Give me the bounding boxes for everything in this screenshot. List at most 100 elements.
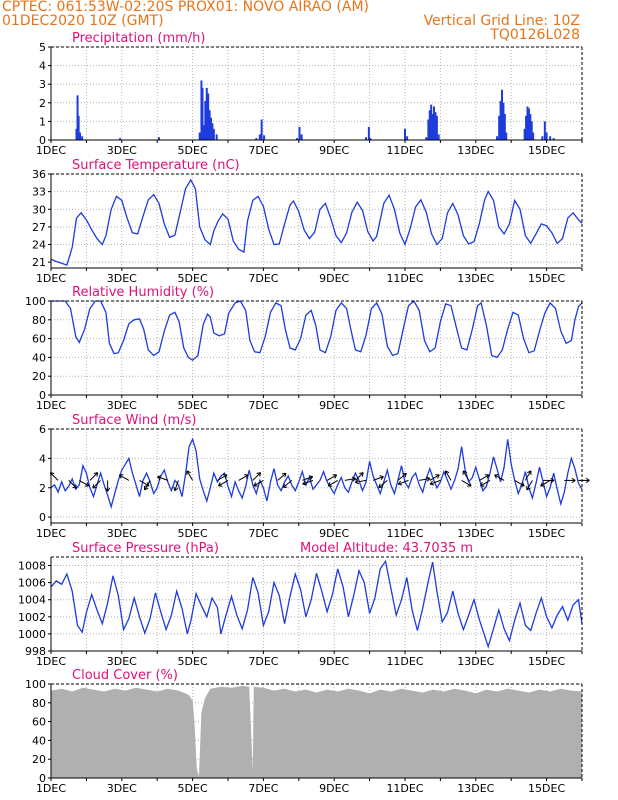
x-tick-label: 11DEC — [386, 655, 423, 668]
wind-arrowhead — [479, 482, 485, 487]
panel-1: 21 24 27 30 33 36 1DEC 3DEC 5DEC 7DEC 9DEC 11DEC 13D… — [32, 158, 583, 285]
precip-bar — [215, 134, 218, 140]
x-tick-label: 3DEC — [107, 527, 137, 540]
wind-arrowhead — [308, 475, 314, 481]
precip-bar — [204, 100, 207, 140]
wind-arrowhead — [351, 476, 356, 482]
x-tick-label: 9DEC — [319, 655, 349, 668]
wind-arrowhead — [585, 477, 590, 483]
x-tick-label: 11DEC — [386, 399, 423, 412]
x-tick-label: 9DEC — [319, 527, 349, 540]
wind-vector — [429, 479, 441, 485]
y-tick-label: 100 — [25, 678, 46, 691]
x-tick-label: 11DEC — [386, 527, 423, 540]
y-tick-label: 80 — [32, 314, 46, 327]
precip-bar — [207, 93, 210, 140]
series-line — [50, 559, 583, 649]
x-tick-label: 1DEC — [36, 527, 66, 540]
wind-vector — [119, 474, 130, 481]
x-tick-label: 15DEC — [528, 399, 565, 412]
wind-vector — [68, 480, 77, 489]
x-tick-label: 11DEC — [386, 144, 423, 157]
wind-arrowhead — [253, 482, 258, 487]
x-tick-label: 5DEC — [178, 655, 208, 668]
x-tick-label: 15DEC — [528, 144, 565, 157]
wind-vector — [398, 479, 409, 485]
wind-vector — [89, 472, 99, 481]
wind-arrowhead — [484, 474, 490, 479]
precip-bar — [532, 132, 535, 140]
wind-arrowhead — [540, 482, 545, 487]
precip-bar — [541, 136, 544, 140]
y-tick-label: 20 — [32, 370, 46, 383]
x-tick-label: 9DEC — [319, 144, 349, 157]
x-tick-label: 13DEC — [457, 527, 494, 540]
wind-arrowhead — [378, 483, 383, 488]
wind-vector — [462, 470, 470, 481]
precip-bar — [211, 123, 214, 140]
wind-vector — [397, 472, 407, 481]
y-tick-label: 1006 — [18, 577, 46, 590]
precip-bar — [202, 125, 205, 140]
precip-bar — [523, 128, 526, 140]
x-tick-label: 3DEC — [107, 399, 137, 412]
precip-bar — [75, 128, 78, 140]
precip-bar — [502, 102, 505, 140]
wind-vector — [327, 479, 338, 487]
x-tick-label: 7DEC — [248, 399, 278, 412]
wind-arrowhead — [402, 472, 407, 478]
x-tick-label: 13DEC — [457, 399, 494, 412]
precip-bar — [77, 115, 80, 140]
chart-header: CPTEC: 061:53W-02:20S PROX01: NOVO AIRAO… — [0, 0, 618, 48]
y-tick-label: 1 — [39, 115, 46, 128]
y-tick-label: 1002 — [18, 611, 46, 624]
precip-bar — [406, 136, 409, 140]
wind-arrowhead — [520, 482, 525, 487]
wind-arrowhead — [429, 480, 435, 486]
wind-arrowhead — [426, 476, 431, 482]
precip-bar — [526, 106, 529, 140]
y-tick-label: 0 — [39, 511, 46, 524]
precip-bar — [76, 95, 79, 140]
x-tick-label: 11DEC — [386, 782, 423, 795]
wind-arrowhead — [332, 474, 338, 479]
x-tick-label: 13DEC — [457, 655, 494, 668]
y-tick-label: 998 — [25, 645, 46, 658]
wind-vector — [238, 474, 249, 481]
x-tick-label: 5DEC — [178, 272, 208, 285]
x-tick-label: 7DEC — [248, 527, 278, 540]
wind-vector — [378, 480, 388, 488]
precip-bar — [525, 115, 528, 140]
y-tick-label: 1008 — [18, 560, 46, 573]
wind-arrowhead — [327, 482, 333, 487]
x-tick-label: 3DEC — [107, 144, 137, 157]
precip-bar — [369, 138, 372, 140]
y-tick-label: 24 — [32, 239, 46, 252]
x-tick-label: 7DEC — [248, 144, 278, 157]
y-tick-label: 40 — [32, 351, 46, 364]
y-tick-label: 100 — [25, 295, 46, 308]
series-line — [51, 299, 583, 362]
wind-vector — [92, 480, 101, 489]
wind-arrowhead — [157, 475, 162, 481]
panel-title: Cloud Cover (%) — [72, 668, 178, 683]
panel-title: Precipitation (mm/h) — [72, 31, 205, 46]
precip-bar — [365, 137, 368, 140]
y-tick-label: 80 — [32, 697, 46, 710]
precip-bar — [437, 134, 440, 140]
wind-arrowhead — [526, 485, 531, 491]
wind-vector — [480, 479, 491, 487]
wind-arrowhead — [118, 474, 124, 479]
wind-vector — [282, 480, 293, 488]
y-tick-label: 33 — [32, 186, 46, 199]
precip-bar — [212, 128, 215, 140]
wind-vector — [429, 474, 440, 481]
wind-vector — [186, 470, 194, 481]
y-tick-label: 2 — [39, 97, 46, 110]
wind-arrowhead — [527, 470, 532, 475]
precip-bar — [430, 104, 433, 140]
precip-bar — [255, 138, 258, 140]
precip-bar — [157, 137, 160, 140]
y-tick-label: 4 — [39, 452, 46, 465]
